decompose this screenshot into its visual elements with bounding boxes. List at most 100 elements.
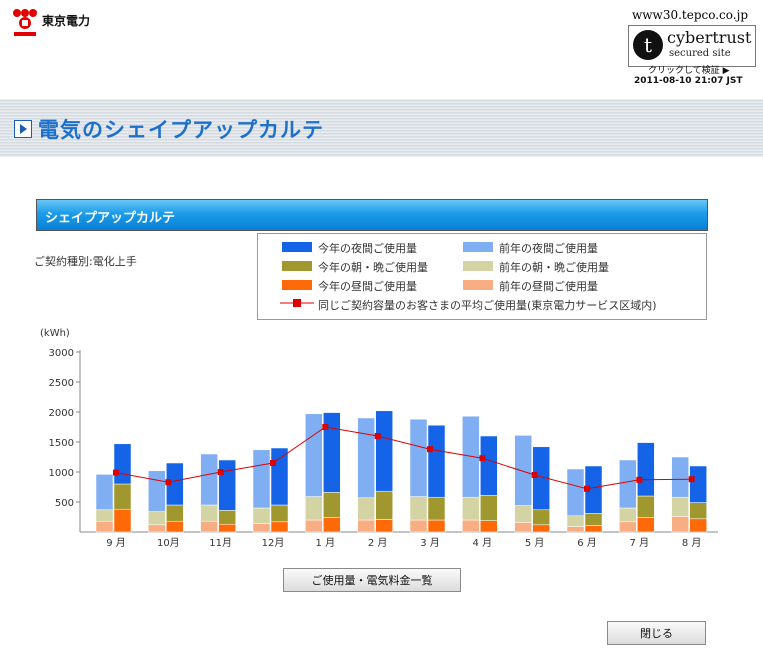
bar-prev-pn <box>514 435 532 506</box>
legend-this-morning: 今年の朝・晩ご使用量 <box>318 261 428 274</box>
bar-this-tn <box>113 443 132 485</box>
bar-prev-pm <box>566 515 585 527</box>
bar-this-tm <box>113 483 132 510</box>
legend-swatch-this-night <box>282 242 312 252</box>
x-tick-label: 9 月 <box>106 537 126 549</box>
bar-prev-pm <box>305 496 323 521</box>
x-tick-label: 6 月 <box>577 537 597 549</box>
bar-this-tn <box>532 446 550 511</box>
bar-this-tn <box>375 410 393 492</box>
bar-prev-pm <box>514 505 532 523</box>
cybertrust-name: cybertrust <box>667 28 752 47</box>
legend-average: 同じご契約容量のお客さまの平均ご使用量(東京電力サービス区域内) <box>318 299 657 312</box>
cybertrust-verify-link[interactable]: クリックして検証 ▶ <box>648 66 730 76</box>
y-axis-label: (kWh) <box>40 328 70 339</box>
play-icon <box>14 120 32 138</box>
bar-prev-pm <box>95 509 114 522</box>
average-point <box>113 469 119 476</box>
bar-this-tm <box>323 492 341 518</box>
bar-prev-pm <box>200 504 218 522</box>
bar-this-td <box>689 518 707 533</box>
legend-prev-day: 前年の昼間ご使用量 <box>499 280 598 293</box>
x-tick-label: 10月 <box>157 537 180 549</box>
usage-list-button[interactable]: ご使用量・電気料金一覧 <box>283 568 461 592</box>
bar-this-td <box>375 519 393 533</box>
bar-prev-pm <box>409 496 428 521</box>
bar-prev-pm <box>357 497 375 521</box>
average-point <box>479 455 486 462</box>
average-point <box>688 476 695 483</box>
average-point <box>374 433 381 439</box>
cybertrust-seal[interactable]: t cybertrust secured site <box>628 25 756 67</box>
bar-prev-pn <box>252 449 271 509</box>
x-tick-label: 7 月 <box>630 537 650 549</box>
bar-prev-pd <box>514 522 532 533</box>
bar-prev-pd <box>619 521 637 533</box>
y-tick-label: 1500 <box>49 438 74 449</box>
bar-this-tm <box>689 502 707 520</box>
bar-prev-pd <box>200 520 218 533</box>
bar-this-td <box>166 520 184 533</box>
bar-this-tn <box>270 447 289 506</box>
bar-prev-pd <box>462 519 480 533</box>
bar-this-tm <box>218 510 236 525</box>
section-header: シェイプアップカルテ <box>36 199 708 231</box>
bar-prev-pm <box>252 507 271 524</box>
average-point <box>427 446 433 453</box>
bar-this-td <box>532 524 550 533</box>
bar-prev-pn <box>619 459 637 509</box>
bar-this-td <box>584 525 603 533</box>
bar-prev-pd <box>95 520 114 533</box>
bar-this-td <box>637 517 655 533</box>
cybertrust-sub: secured site <box>669 48 731 59</box>
legend-swatch-this-day <box>282 280 312 290</box>
bar-this-tn <box>323 412 341 493</box>
page-title: 電気のシェイプアップカルテ <box>38 118 324 142</box>
tepco-logo <box>13 9 37 36</box>
bar-this-td <box>323 517 341 533</box>
x-tick-label: 4 月 <box>473 537 493 549</box>
bar-prev-pm <box>148 511 166 526</box>
bar-prev-pn <box>148 470 166 512</box>
logo-text: 東京電力 <box>42 14 91 28</box>
bar-prev-pd <box>409 519 428 533</box>
bar-this-tn <box>427 424 446 498</box>
bar-prev-pd <box>252 523 271 533</box>
bar-prev-pn <box>305 413 323 497</box>
x-tick-label: 11月 <box>209 537 232 549</box>
legend-this-day: 今年の昼間ご使用量 <box>318 280 417 293</box>
average-line <box>115 426 692 490</box>
bar-this-tn <box>689 465 707 503</box>
bar-this-tm <box>480 495 498 521</box>
y-tick-label: 2000 <box>49 408 74 419</box>
bar-this-tn <box>637 442 655 497</box>
bar-this-tm <box>637 495 655 518</box>
legend-swatch-prev-morning <box>463 261 493 271</box>
bar-prev-pd <box>148 524 166 533</box>
bar-prev-pn <box>95 474 114 511</box>
bar-prev-pm <box>671 496 689 517</box>
average-point <box>270 460 276 466</box>
cybertrust-t-icon: t <box>633 30 663 60</box>
y-tick-label: 3000 <box>49 348 74 359</box>
legend-prev-morning: 前年の朝・晩ご使用量 <box>499 261 609 274</box>
bar-prev-pd <box>566 526 585 533</box>
bar-prev-pn <box>200 453 218 506</box>
bar-prev-pd <box>305 519 323 533</box>
average-point <box>531 472 538 478</box>
bar-this-tm <box>166 504 184 522</box>
close-button[interactable]: 閉じる <box>607 621 706 645</box>
bar-this-tm <box>532 509 550 526</box>
x-tick-label: 8 月 <box>682 537 702 549</box>
y-tick-label: 2500 <box>49 378 74 389</box>
legend-swatch-this-morning <box>282 261 312 271</box>
bar-prev-pn <box>566 468 585 517</box>
bar-this-tm <box>584 513 603 526</box>
x-tick-label: 2 月 <box>368 537 388 549</box>
timestamp: 2011-08-10 21:07 JST <box>634 76 743 86</box>
bar-this-tm <box>427 496 446 521</box>
section-title: シェイプアップカルテ <box>45 211 176 226</box>
average-point <box>217 469 224 475</box>
bar-this-td <box>427 519 446 533</box>
bar-prev-pd <box>357 519 375 533</box>
